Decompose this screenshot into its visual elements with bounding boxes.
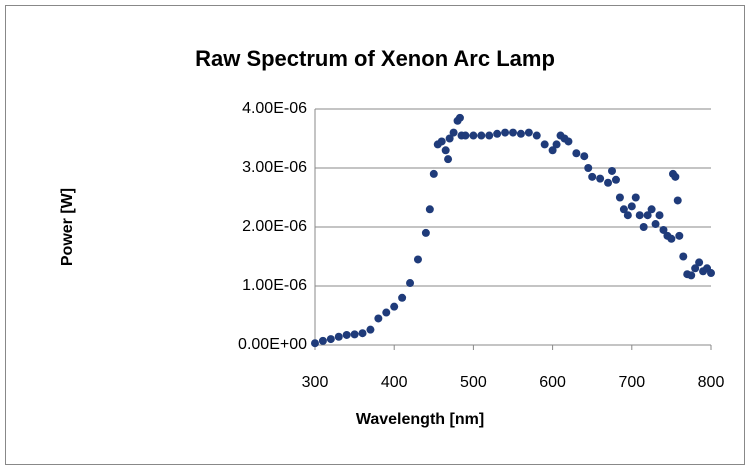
data-point <box>564 137 573 146</box>
data-point <box>532 131 541 140</box>
data-point <box>350 330 359 339</box>
data-point <box>608 166 616 175</box>
data-point <box>366 325 375 334</box>
data-point <box>413 255 422 264</box>
data-point <box>596 174 605 183</box>
data-point <box>437 137 446 146</box>
data-point <box>631 193 640 202</box>
data-point <box>627 202 636 211</box>
data-point <box>580 152 589 161</box>
data-point <box>651 220 660 229</box>
data-point <box>619 205 628 214</box>
x-tick-label: 700 <box>618 374 645 391</box>
data-point <box>615 193 624 202</box>
y-tick-label: 2.00E-06 <box>242 218 307 235</box>
data-point <box>445 134 454 143</box>
data-point <box>623 211 632 220</box>
data-point <box>572 149 581 158</box>
data-point <box>673 196 682 205</box>
data-point <box>707 269 715 278</box>
data-point <box>659 225 668 234</box>
data-point <box>639 223 648 231</box>
data-point <box>429 169 438 178</box>
data-point <box>584 164 593 172</box>
data-point <box>655 211 664 220</box>
data-point <box>382 308 391 317</box>
data-point <box>358 329 367 338</box>
data-point <box>509 128 517 137</box>
data-point <box>588 172 597 181</box>
x-tick-label: 300 <box>302 374 329 391</box>
data-point <box>485 131 494 140</box>
data-point <box>647 205 656 214</box>
data-point <box>390 302 399 311</box>
data-point <box>374 314 383 323</box>
data-point <box>461 131 470 140</box>
data-point <box>318 336 327 345</box>
data-point <box>449 128 458 137</box>
data-point <box>311 339 319 348</box>
data-point <box>455 113 464 122</box>
data-point <box>671 172 680 181</box>
y-axis-title: Power [W] <box>59 188 76 266</box>
data-point <box>326 335 335 344</box>
x-tick-label: 600 <box>539 374 566 391</box>
data-point <box>604 178 613 187</box>
data-point <box>548 146 557 155</box>
x-axis-title: Wavelength [nm] <box>356 411 484 428</box>
y-tick-label: 1.00E-06 <box>242 277 307 294</box>
data-point <box>552 140 561 149</box>
data-point <box>501 128 510 137</box>
data-point <box>398 293 407 302</box>
data-point <box>691 264 700 273</box>
data-point <box>540 140 549 149</box>
data-point <box>441 146 450 155</box>
data-point <box>635 211 644 220</box>
y-tick-label: 4.00E-06 <box>242 100 307 117</box>
data-point <box>687 271 696 280</box>
data-point <box>524 128 533 137</box>
data-point <box>477 131 486 140</box>
chart-title: Raw Spectrum of Xenon Arc Lamp <box>195 46 555 71</box>
y-tick-label: 0.00E+00 <box>238 336 307 353</box>
x-tick-label: 400 <box>381 374 408 391</box>
data-point <box>425 205 434 214</box>
data-point <box>675 231 684 240</box>
data-point <box>667 234 676 243</box>
x-tick-label: 800 <box>698 374 725 391</box>
x-tick-label: 500 <box>460 374 487 391</box>
y-tick-label: 3.00E-06 <box>242 159 307 176</box>
data-point <box>493 129 502 138</box>
data-point <box>342 330 351 339</box>
data-point <box>516 129 525 138</box>
data-point <box>695 258 704 267</box>
data-point <box>611 175 620 184</box>
data-point <box>334 332 343 341</box>
data-point <box>444 155 453 164</box>
data-point <box>406 279 415 288</box>
data-point <box>469 131 478 140</box>
chart-frame <box>5 5 745 465</box>
data-point <box>421 228 430 237</box>
data-point <box>643 211 652 220</box>
data-point <box>679 252 688 261</box>
